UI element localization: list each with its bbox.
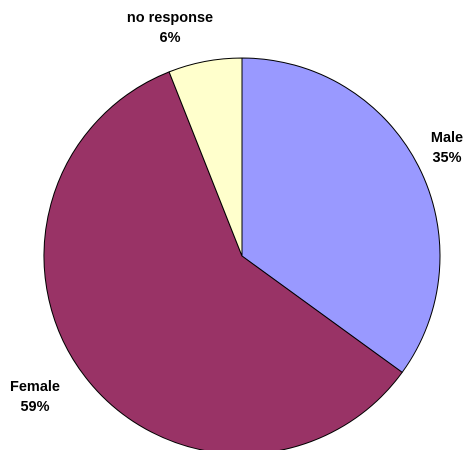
slice-label-female: Female 59% [10,379,60,415]
slice-percent: 35% [432,150,461,166]
slice-name: Female [10,379,60,395]
slice-name: no response [127,10,213,26]
slice-percent: 6% [160,30,181,46]
pie-slice-no-response [168,57,243,257]
slice-name: Male [431,130,463,146]
slice-label-male: Male 35% [431,130,463,166]
pie-labels: Male 35% Female 59% no response 6% [10,10,463,415]
slice-percent: 59% [20,399,49,415]
pie-slice-female [43,71,403,450]
pie-slices [43,57,441,450]
pie-slice-male [241,57,441,374]
slice-label-no-response: no response 6% [127,10,213,46]
